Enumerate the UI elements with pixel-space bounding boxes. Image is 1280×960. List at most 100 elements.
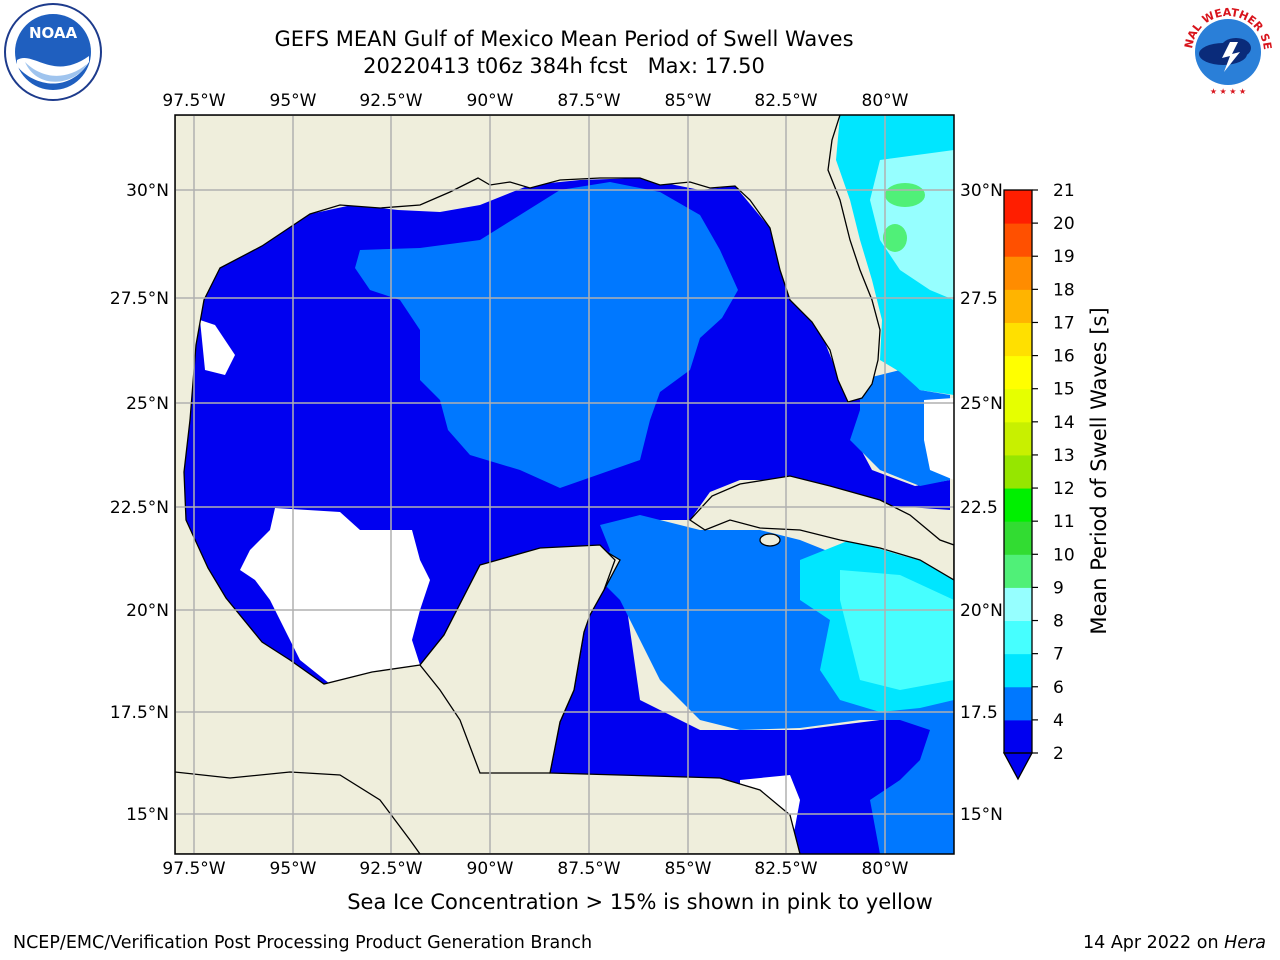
- lat-tick-label: 22.5°N: [110, 498, 169, 518]
- colorbar-tick-label: 9: [1053, 578, 1064, 598]
- lon-labels-bottom: 97.5°W 95°W 92.5°W 90°W 87.5°W 85°W 82.5…: [162, 859, 908, 879]
- lat-tick-label: 17.5: [960, 703, 998, 723]
- lat-tick-label: 27.5: [960, 289, 998, 309]
- noaa-logo: NOAA: [4, 3, 102, 101]
- colorbar-segment: [1004, 554, 1032, 588]
- lat-tick-label: 22.5: [960, 498, 998, 518]
- colorbar-segment: [1004, 488, 1032, 522]
- green-swell-patch: [885, 183, 925, 207]
- colorbar-segment: [1004, 256, 1032, 290]
- lat-tick-label: 17.5°N: [110, 703, 169, 723]
- colorbar-tick-label: 20: [1053, 214, 1075, 234]
- colorbar-tick-label: 2: [1053, 744, 1064, 764]
- colorbar-segment: [1004, 421, 1032, 456]
- lat-tick-label: 25°N: [960, 394, 1003, 414]
- no-data-bay-of-campeche: [240, 508, 430, 684]
- colorbar-tick-label: 13: [1053, 446, 1075, 466]
- colorbar-segment: [1004, 686, 1032, 721]
- national-weather-service-logo: NATIONAL WEATHER SERVICE ★ ★ ★ ★: [1178, 2, 1276, 100]
- colorbar-segment: [1004, 653, 1032, 688]
- footer-host: Hera: [1224, 933, 1266, 953]
- colorbar-tick-label: 16: [1053, 347, 1075, 367]
- colorbar-tick-label: 18: [1053, 280, 1075, 300]
- colorbar-segment: [1004, 223, 1032, 257]
- lon-tick-label: 95°W: [270, 859, 317, 879]
- lat-tick-label: 25°N: [126, 394, 169, 414]
- footer-date: 14 Apr 2022 on Hera: [1083, 933, 1266, 953]
- lon-tick-label: 97.5°W: [162, 91, 225, 111]
- lat-tick-label: 15°N: [960, 805, 1003, 825]
- colorbar-tick-label: 8: [1053, 612, 1064, 632]
- lon-tick-label: 87.5°W: [557, 91, 620, 111]
- colorbar-tick-label: 10: [1053, 545, 1075, 565]
- footer-credit: NCEP/EMC/Verification Post Processing Pr…: [13, 933, 593, 953]
- colorbar-tick-label: 19: [1053, 247, 1075, 267]
- colorbar-label: Mean Period of Swell Waves [s]: [1087, 307, 1111, 634]
- footer-date-text: 14 Apr 2022 on: [1082, 933, 1219, 953]
- chart-title: GEFS MEAN Gulf of Mexico Mean Period of …: [244, 26, 884, 80]
- lat-tick-label: 20°N: [960, 601, 1003, 621]
- lon-tick-label: 90°W: [467, 91, 514, 111]
- map-frame: [174, 114, 955, 855]
- colorbar-tick-label: 14: [1053, 413, 1075, 433]
- colorbar-segment: [1004, 355, 1032, 390]
- lon-labels-top: 97.5°W 95°W 92.5°W 90°W 87.5°W 85°W 82.5…: [162, 91, 908, 111]
- colorbar-segment: [1004, 587, 1032, 622]
- title-line-2: 20220413 t06z 384h fcst Max: 17.50: [363, 54, 765, 78]
- colorbar-tick-label: 21: [1053, 181, 1075, 201]
- colorbar-segment: [1004, 190, 1032, 224]
- colorbar-outline: [1003, 189, 1033, 754]
- colorbar-tick-label: 4: [1053, 711, 1064, 731]
- florida-straits-field: [850, 370, 950, 486]
- lon-tick-label: 85°W: [665, 91, 712, 111]
- colorbar-tick-label: 11: [1053, 512, 1075, 532]
- colorbar: 2 4 6 7 8 9 10 11 12 13 14 15 16 17 18 19 20 21: [1002, 181, 1075, 781]
- lon-tick-label: 82.5°W: [754, 91, 817, 111]
- lon-tick-label: 92.5°W: [359, 859, 422, 879]
- lon-tick-label: 87.5°W: [557, 859, 620, 879]
- colorbar-tick-label: 17: [1053, 313, 1075, 333]
- lon-tick-label: 85°W: [665, 859, 712, 879]
- sea-ice-footnote: Sea Ice Concentration > 15% is shown in …: [347, 890, 933, 914]
- colorbar-segment: [1004, 521, 1032, 555]
- land-yucatan: [419, 544, 616, 774]
- land-cuba: [689, 475, 954, 581]
- lon-tick-label: 80°W: [862, 859, 909, 879]
- colorbar-tick-label: 7: [1053, 645, 1064, 665]
- colorbar-segment: [1004, 322, 1032, 357]
- map-area: [175, 115, 954, 854]
- lat-tick-label: 20°N: [126, 601, 169, 621]
- title-line-1: GEFS MEAN Gulf of Mexico Mean Period of …: [274, 27, 854, 51]
- svg-text:NOAA: NOAA: [29, 24, 78, 42]
- colorbar-extend-triangle: [1002, 752, 1034, 781]
- colorbar-segment: [1004, 388, 1032, 423]
- green-swell-patch: [883, 224, 907, 252]
- caribbean-swell-field-light: [840, 570, 954, 690]
- lat-labels-left: 30°N 27.5°N 25°N 22.5°N 20°N 17.5°N 15°N: [110, 181, 169, 825]
- colorbar-tick-label: 6: [1053, 678, 1064, 698]
- lat-labels-right: 30°N 27.5 25°N 22.5 20°N 17.5 15°N: [960, 181, 1003, 825]
- lon-tick-label: 80°W: [862, 91, 909, 111]
- colorbar-tick-label: 12: [1053, 479, 1075, 499]
- graticule: [175, 115, 954, 854]
- lat-tick-label: 30°N: [126, 181, 169, 201]
- coastlines: [175, 115, 954, 854]
- gulf-swell-field-dark: [184, 178, 954, 854]
- no-data-coastal: [200, 320, 235, 375]
- colorbar-segment: [1004, 620, 1032, 655]
- lat-tick-label: 15°N: [126, 805, 169, 825]
- colorbar-tick-label: 15: [1053, 380, 1075, 400]
- colorbar-segment: [1004, 719, 1032, 754]
- gulf-swell-field-mid: [355, 182, 738, 488]
- lon-tick-label: 90°W: [467, 859, 514, 879]
- colorbar-segment: [1004, 454, 1032, 489]
- lon-tick-label: 92.5°W: [359, 91, 422, 111]
- svg-text:★ ★ ★ ★: ★ ★ ★ ★: [1210, 87, 1246, 96]
- lon-tick-label: 82.5°W: [754, 859, 817, 879]
- lat-tick-label: 30°N: [960, 181, 1003, 201]
- lat-tick-label: 27.5°N: [110, 289, 169, 309]
- lon-tick-label: 95°W: [270, 91, 317, 111]
- land-isla-juventud: [759, 533, 781, 547]
- colorbar-segment: [1004, 289, 1032, 323]
